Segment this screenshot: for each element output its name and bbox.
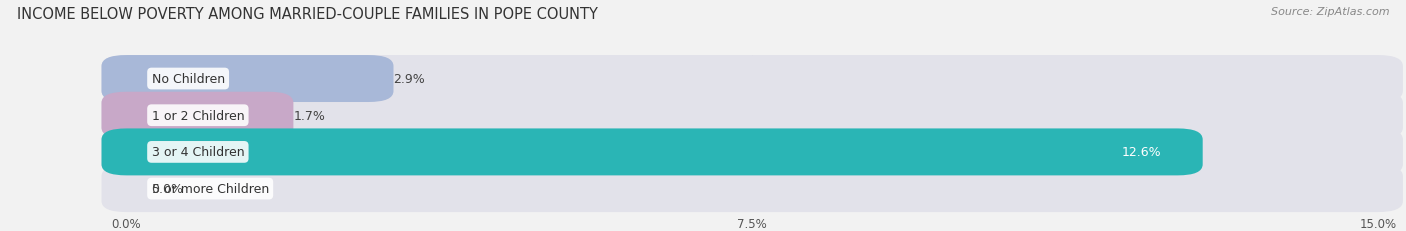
Text: 12.6%: 12.6% bbox=[1122, 146, 1161, 159]
Text: 2.9%: 2.9% bbox=[394, 73, 425, 86]
FancyBboxPatch shape bbox=[101, 56, 394, 103]
Text: 0.0%: 0.0% bbox=[152, 182, 184, 195]
Text: 1.7%: 1.7% bbox=[294, 109, 325, 122]
FancyBboxPatch shape bbox=[101, 92, 1403, 139]
Text: 5 or more Children: 5 or more Children bbox=[152, 182, 269, 195]
FancyBboxPatch shape bbox=[101, 129, 1403, 176]
FancyBboxPatch shape bbox=[101, 165, 1403, 212]
Text: 1 or 2 Children: 1 or 2 Children bbox=[152, 109, 245, 122]
Text: Source: ZipAtlas.com: Source: ZipAtlas.com bbox=[1271, 7, 1389, 17]
Text: No Children: No Children bbox=[152, 73, 225, 86]
FancyBboxPatch shape bbox=[101, 56, 1403, 103]
Text: 3 or 4 Children: 3 or 4 Children bbox=[152, 146, 245, 159]
Text: INCOME BELOW POVERTY AMONG MARRIED-COUPLE FAMILIES IN POPE COUNTY: INCOME BELOW POVERTY AMONG MARRIED-COUPL… bbox=[17, 7, 598, 22]
FancyBboxPatch shape bbox=[101, 129, 1202, 176]
FancyBboxPatch shape bbox=[101, 92, 294, 139]
